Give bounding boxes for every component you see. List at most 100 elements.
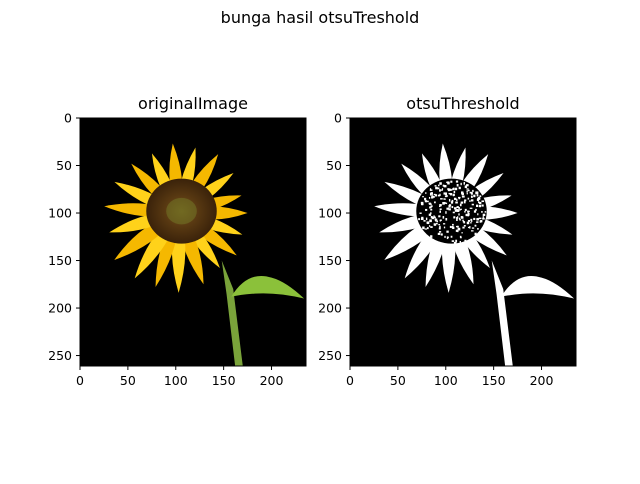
original-image (80, 118, 306, 366)
center-speckle (458, 207, 461, 209)
center-speckle (437, 232, 441, 235)
center-speckle (481, 204, 484, 207)
center-speckle (482, 216, 484, 218)
center-speckle (450, 235, 453, 238)
center-speckle (473, 217, 476, 221)
center-speckle (457, 227, 461, 231)
center-speckle (470, 199, 474, 202)
otsu-ytick-label: 200 (318, 301, 342, 316)
otsu-title: otsuThreshold (406, 94, 519, 113)
center-speckle (476, 218, 479, 221)
center-speckle (429, 219, 432, 223)
center-speckle (460, 208, 462, 210)
center-speckle (424, 228, 428, 230)
center-speckle (452, 226, 455, 230)
center-speckle (466, 188, 469, 190)
center-speckle (481, 200, 485, 203)
center-speckle (443, 226, 446, 229)
center-speckle (443, 185, 447, 188)
center-speckle (439, 211, 441, 213)
center-speckle (447, 188, 451, 192)
otsu-threshold-panel: otsuThreshold 0 50 100 150 200 0 50 100 150 200 250 (318, 94, 577, 388)
center-speckle (469, 207, 473, 209)
center-speckle (439, 193, 441, 197)
otsu-ytick-label: 50 (326, 158, 342, 173)
center-speckle (478, 201, 480, 204)
center-speckle (444, 235, 446, 238)
center-speckle (459, 203, 462, 207)
center-speckle (466, 190, 468, 193)
center-speckle (433, 193, 436, 196)
center-speckle (452, 193, 455, 197)
otsu-axes-frame (349, 117, 577, 367)
center-speckle (443, 223, 446, 225)
center-speckle (467, 189, 470, 192)
center-speckle (446, 181, 450, 183)
center-speckle (438, 215, 441, 218)
center-speckle (467, 226, 470, 229)
center-speckle (456, 225, 459, 228)
center-speckle (426, 200, 429, 203)
center-speckle (452, 211, 455, 214)
center-speckle (475, 191, 478, 195)
original-title: originalImage (138, 94, 248, 113)
center-speckle (428, 225, 431, 227)
center-speckle (448, 205, 451, 208)
center-speckle (460, 191, 464, 194)
center-speckle (481, 211, 483, 213)
center-speckle (426, 221, 430, 225)
center-speckle (443, 192, 446, 195)
center-speckle (453, 207, 457, 210)
center-speckle (438, 224, 441, 226)
center-speckle (429, 189, 433, 191)
center-speckle (460, 201, 464, 204)
center-speckle (440, 233, 443, 236)
center-speckle (464, 199, 467, 202)
center-speckle (451, 199, 454, 203)
otsu-image (350, 118, 576, 366)
center-speckle (437, 194, 440, 197)
center-speckle (462, 219, 464, 221)
center-speckle (474, 224, 477, 227)
center-speckle (421, 216, 424, 219)
center-speckle (451, 206, 454, 209)
original-ytick-label: 0 (64, 111, 72, 126)
center-speckle (460, 182, 462, 186)
center-speckle (475, 208, 477, 211)
center-speckle (423, 220, 426, 222)
center-speckle (430, 192, 433, 195)
center-speckle (449, 193, 453, 196)
center-speckle (458, 186, 461, 190)
original-ytick-label: 150 (48, 253, 72, 268)
center-speckle (484, 211, 487, 213)
otsu-xtick-label: 200 (530, 373, 554, 388)
center-speckle (425, 208, 428, 211)
center-speckle (470, 220, 473, 222)
center-speckle (422, 196, 424, 198)
center-speckle (472, 189, 474, 192)
center-speckle (429, 193, 432, 196)
center-speckle (436, 220, 439, 223)
center-speckle (435, 194, 438, 197)
center-speckle (424, 197, 427, 201)
center-speckle (470, 221, 472, 224)
center-speckle (453, 216, 455, 219)
center-speckle (449, 188, 452, 191)
center-speckle (448, 208, 451, 211)
center-speckle (460, 216, 463, 219)
center-speckle (448, 198, 451, 202)
center-speckle (464, 211, 466, 213)
center-speckle (433, 215, 435, 219)
center-speckle (440, 189, 443, 191)
center-speckle (431, 196, 434, 199)
center-speckle (478, 204, 482, 208)
center-speckle (425, 217, 428, 221)
center-speckle (455, 201, 458, 204)
center-speckle (471, 203, 474, 206)
original-image-panel: originalImage 0 50 100 150 200 0 50 100 150 200 250 (48, 94, 307, 388)
center-speckle (429, 206, 432, 209)
center-speckle (455, 180, 459, 183)
center-speckle (434, 220, 437, 222)
center-speckle (466, 184, 469, 187)
otsu-ytick-label: 0 (334, 111, 342, 126)
